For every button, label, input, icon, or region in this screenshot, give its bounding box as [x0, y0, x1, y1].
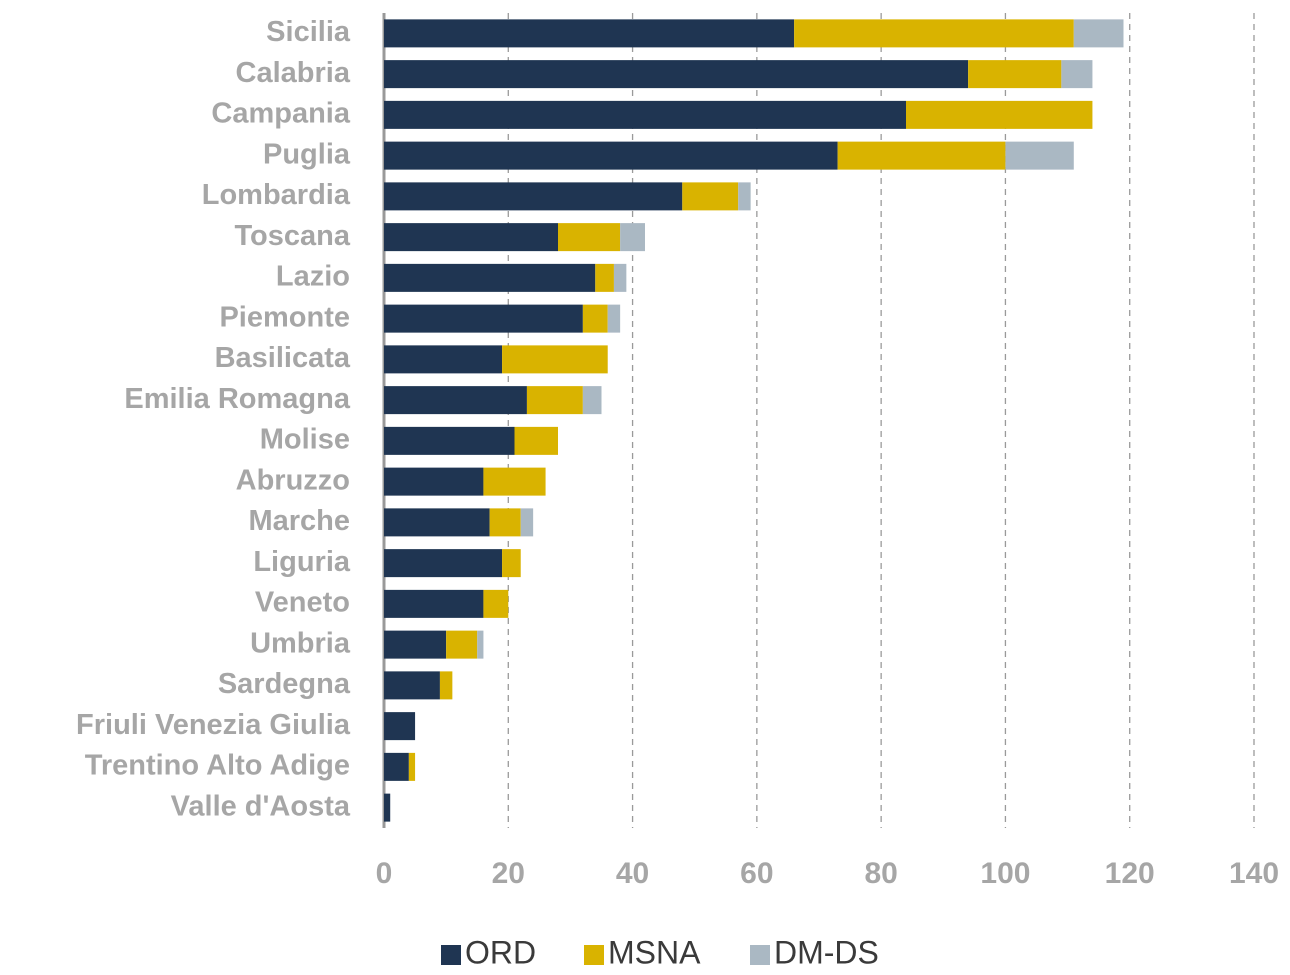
bar-segment: [582, 386, 602, 415]
bar-segment: [384, 630, 447, 659]
bar-segment: [384, 386, 527, 415]
bar-segment: [526, 386, 583, 415]
bar-segment: [384, 141, 838, 170]
category-label: Valle d'Aosta: [171, 790, 351, 822]
category-label: Sicilia: [266, 16, 351, 48]
legend-swatch: [750, 945, 770, 965]
bar-segment: [595, 263, 614, 292]
bar-segment: [384, 671, 440, 700]
bar-segment: [408, 752, 416, 781]
bar-segment: [384, 182, 683, 211]
bar-segment: [1061, 60, 1093, 89]
x-tick-label: 60: [740, 857, 773, 890]
bar-segment: [520, 508, 534, 537]
bar-segment: [384, 263, 596, 292]
category-label: Abruzzo: [236, 464, 350, 496]
bar-segment: [968, 60, 1062, 89]
legend-label: MSNA: [608, 934, 701, 970]
bar-segment: [906, 100, 1093, 129]
category-label: Campania: [211, 98, 350, 130]
bar-segment: [607, 304, 621, 333]
bar-segment: [483, 589, 509, 618]
bar-segment: [794, 19, 1074, 48]
legend-label: ORD: [465, 934, 536, 970]
bar-segment: [620, 223, 645, 252]
bar-segment: [477, 630, 484, 659]
x-tick-label: 0: [376, 857, 393, 890]
category-label: Calabria: [236, 57, 351, 89]
x-tick-label: 40: [616, 857, 649, 890]
bar-segment: [613, 263, 627, 292]
bar-segment: [384, 19, 795, 48]
bar-segment: [384, 712, 416, 741]
category-label: Sardegna: [218, 668, 351, 700]
x-tick-label: 120: [1105, 857, 1155, 890]
legend-label: DM-DS: [774, 934, 879, 970]
legend-swatch: [441, 945, 461, 965]
bar-segment: [502, 345, 608, 374]
x-tick-label: 80: [864, 857, 897, 890]
bar-segment: [384, 223, 558, 252]
category-label: Puglia: [263, 138, 351, 170]
bar-segment: [384, 100, 906, 129]
category-label: Friuli Venezia Giulia: [76, 709, 351, 741]
bar-segment: [446, 630, 478, 659]
category-label: Lombardia: [202, 179, 351, 211]
bar-segment: [384, 60, 969, 89]
category-label: Marche: [248, 505, 350, 537]
category-label: Molise: [260, 424, 350, 456]
bar-segment: [384, 589, 484, 618]
category-label: Toscana: [234, 220, 350, 252]
bar-segment: [384, 467, 484, 496]
x-tick-label: 100: [980, 857, 1030, 890]
bar-segment: [837, 141, 1006, 170]
bar-segment: [384, 793, 391, 822]
bar-segment: [439, 671, 453, 700]
legend-swatch: [584, 945, 604, 965]
bar-segment: [384, 549, 503, 578]
category-label: Umbria: [250, 627, 351, 659]
category-label: Liguria: [253, 546, 351, 578]
bar-segment: [682, 182, 739, 211]
bar-segment: [582, 304, 608, 333]
category-label: Emilia Romagna: [124, 383, 350, 415]
bar-segment: [1005, 141, 1074, 170]
bar-segment: [1073, 19, 1124, 48]
bar-segment: [738, 182, 751, 211]
bar-segment: [384, 752, 409, 781]
bar-segment: [558, 223, 621, 252]
x-tick-label: 20: [492, 857, 525, 890]
bar-segment: [483, 467, 546, 496]
bar-segment: [489, 508, 521, 537]
category-label: Trentino Alto Adige: [85, 750, 350, 782]
category-label: Veneto: [255, 587, 350, 619]
category-label: Basilicata: [215, 342, 351, 374]
bar-segment: [384, 345, 503, 374]
bar-segment: [384, 426, 515, 455]
bar-segment: [502, 549, 521, 578]
bar-segment: [384, 508, 490, 537]
x-tick-label: 140: [1229, 857, 1279, 890]
category-label: Lazio: [276, 261, 350, 293]
bar-segment: [384, 304, 583, 333]
category-label: Piemonte: [219, 301, 350, 333]
bar-segment: [514, 426, 558, 455]
